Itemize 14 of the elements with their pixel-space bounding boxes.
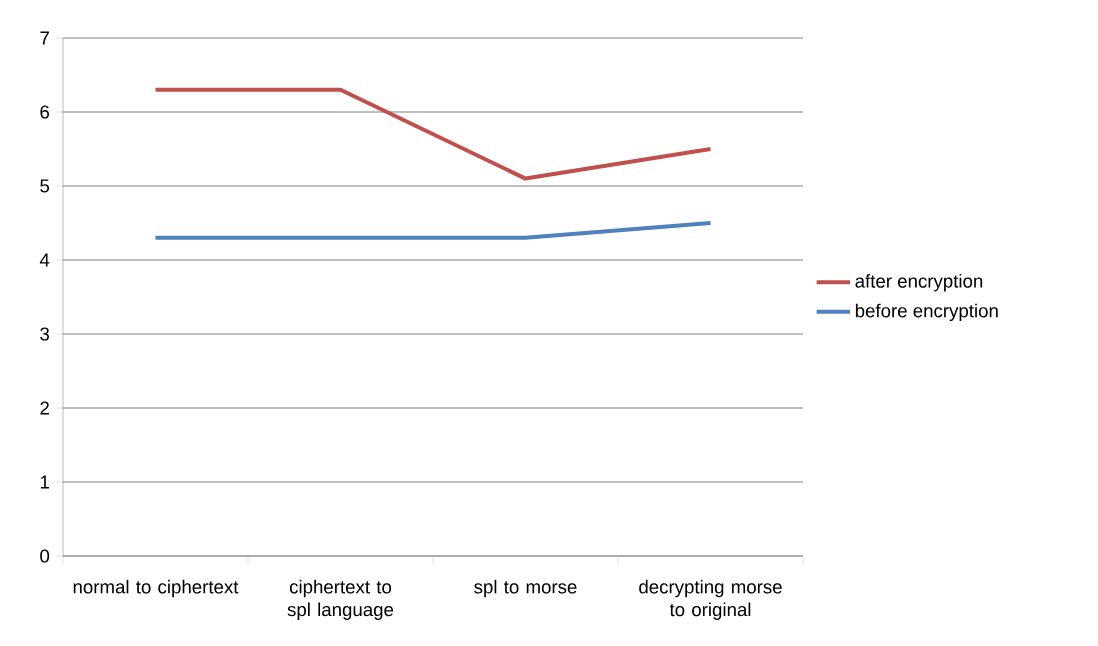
x-tick-label: decrypting morse to original (639, 579, 782, 620)
y-tick-label: 7 (40, 31, 49, 45)
y-tick-label: 5 (40, 179, 50, 193)
y-tick-label: 4 (39, 253, 50, 267)
legend-label: before encryption (855, 303, 998, 322)
y-tick-label: 3 (40, 327, 50, 341)
y-tick-label: 2 (40, 401, 49, 415)
y-tick-label: 6 (40, 105, 50, 119)
x-tick-label: spl to morse (474, 579, 577, 598)
y-tick-label: 1 (40, 475, 49, 489)
legend-label: after encryption (855, 274, 983, 292)
x-tick-label: normal to ciphertext (73, 579, 239, 598)
y-tick-label: 0 (40, 549, 50, 563)
x-tick-label: ciphertext to spl language (287, 579, 394, 620)
